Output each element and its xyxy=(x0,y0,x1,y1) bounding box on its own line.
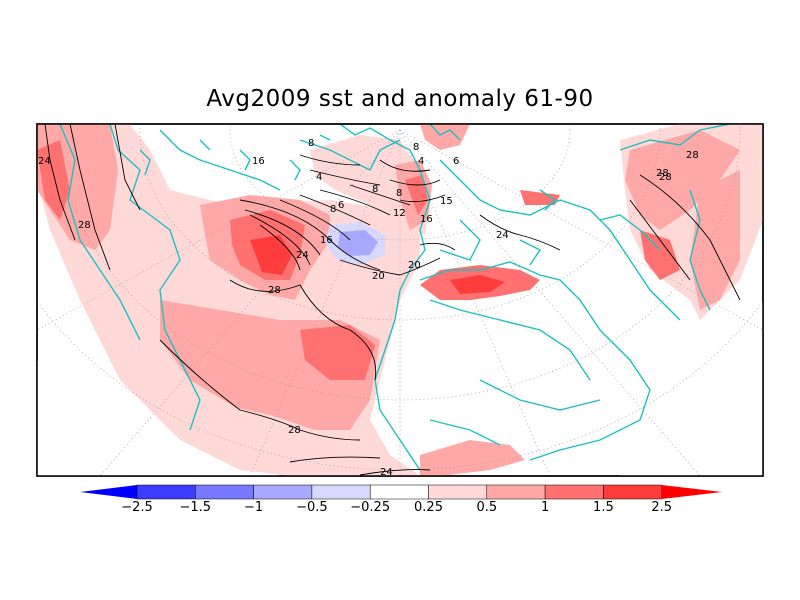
contour-labels: 8 16 4 8 6 8 8 4 8 6 12 16 16 24 20 20 2… xyxy=(38,138,699,478)
contour-label: 12 xyxy=(393,208,406,219)
legend-arrow-high xyxy=(661,485,722,499)
contour-label: 8 xyxy=(330,204,336,215)
contour-label: 28 xyxy=(78,220,91,231)
contour-label: 4 xyxy=(316,172,322,183)
contour-label: 8 xyxy=(308,138,314,149)
legend-label: 0.25 xyxy=(414,500,443,515)
sst-contours xyxy=(44,124,741,476)
contour-label: 28 xyxy=(288,425,301,436)
contour-label: 16 xyxy=(420,214,433,225)
contour-label: 28 xyxy=(686,150,699,161)
contour-label: 24 xyxy=(38,156,51,167)
contour-label: 16 xyxy=(320,235,333,246)
contour-label: 24 xyxy=(380,467,393,478)
legend-label: −2.5 xyxy=(121,500,153,515)
contour-label: 16 xyxy=(252,156,265,167)
contour-label: 15 xyxy=(440,196,453,207)
legend-swatch xyxy=(369,484,429,500)
contour-label: 24 xyxy=(496,230,509,241)
contour-label: 8 xyxy=(413,142,419,153)
legend-swatch xyxy=(311,484,371,500)
legend-arrow-low xyxy=(80,485,137,499)
legend-label: 2.5 xyxy=(651,500,673,515)
legend-swatch xyxy=(253,484,313,500)
coastlines xyxy=(59,124,731,471)
contour-label: 24 xyxy=(296,250,309,261)
contour-label: 8 xyxy=(396,188,402,199)
legend-swatch xyxy=(544,484,604,500)
contour-label: 28 xyxy=(268,285,281,296)
legend-label: −1 xyxy=(244,500,264,515)
contour-label: 20 xyxy=(408,260,421,271)
contour-label: 28 xyxy=(656,168,669,179)
legend-swatch xyxy=(428,484,488,500)
legend-label: −0.5 xyxy=(296,500,328,515)
legend-label: 0.5 xyxy=(476,500,498,515)
contour-label: 20 xyxy=(372,271,385,282)
contour-label: 8 xyxy=(372,184,378,195)
contour-label: 4 xyxy=(418,156,424,167)
legend-label: −0.25 xyxy=(350,500,391,515)
legend-swatch xyxy=(195,484,254,500)
contour-label: 28 xyxy=(659,172,672,183)
contour-label: 6 xyxy=(453,156,459,167)
contour-label: 6 xyxy=(338,200,344,211)
graticule xyxy=(37,124,763,476)
legend-swatch xyxy=(486,484,546,500)
legend-swatch xyxy=(603,484,662,500)
map-title: Avg2009 sst and anomaly 61-90 xyxy=(206,86,594,112)
legend-label: 1 xyxy=(540,500,550,515)
legend-label: −1.5 xyxy=(179,500,212,515)
legend-label: 1.5 xyxy=(593,500,614,515)
legend-swatch xyxy=(136,484,196,500)
